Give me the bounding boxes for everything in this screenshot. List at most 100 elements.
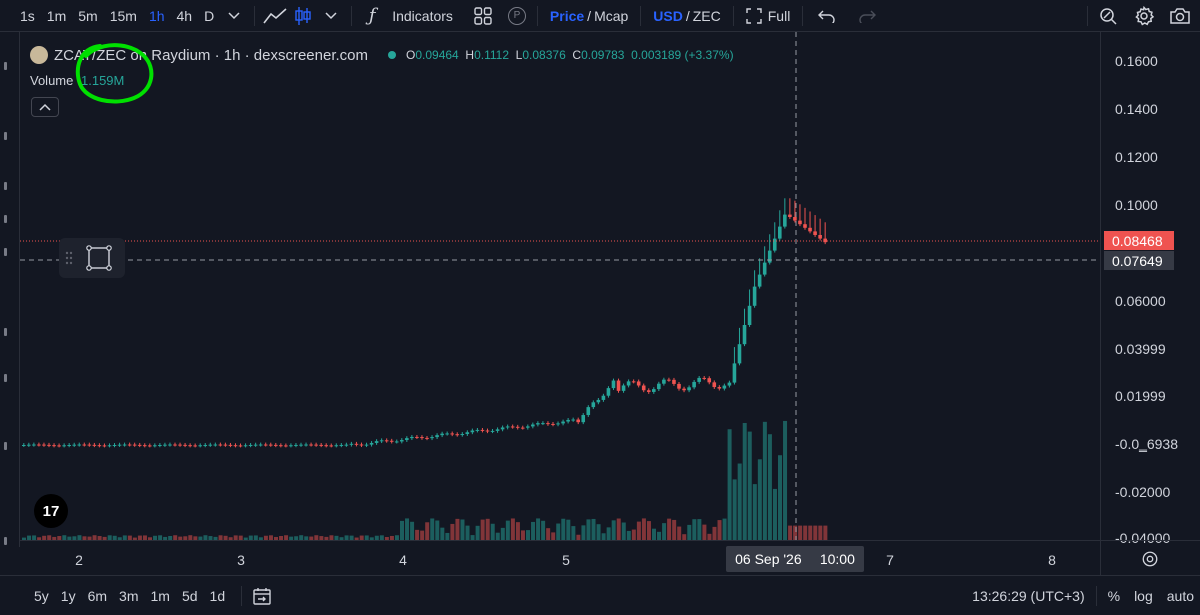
volume-bar: [435, 520, 440, 540]
volume-bar: [248, 535, 253, 540]
zoom-search-icon[interactable]: [1094, 0, 1122, 32]
calendar-range-icon[interactable]: [252, 586, 272, 606]
function-icon[interactable]: ƒ: [368, 5, 376, 26]
undo-icon[interactable]: [813, 0, 841, 32]
axis-settings-icon[interactable]: [1141, 550, 1159, 568]
range-6m[interactable]: 6m: [87, 587, 108, 604]
timeframe-15m[interactable]: 15m: [109, 7, 137, 24]
range-5y[interactable]: 5y: [34, 587, 49, 604]
candle-body: [344, 444, 349, 446]
chart-type-chevron-icon[interactable]: [317, 0, 345, 32]
timeframe-1s[interactable]: 1s: [20, 7, 35, 24]
volume-bar: [425, 522, 430, 540]
price-tick-label: 0.03999: [1115, 341, 1166, 357]
grid-icon[interactable]: [469, 0, 497, 32]
tradingview-logo-icon[interactable]: 17: [34, 494, 68, 528]
candle-body: [662, 379, 666, 384]
chevron-down-icon[interactable]: [220, 0, 248, 32]
mcap-toggle[interactable]: Mcap: [594, 7, 629, 24]
price-axis[interactable]: 0.1600 0.1400 0.1200 0.1000 0.08468 0.07…: [1100, 32, 1200, 546]
candlestick-chart[interactable]: [20, 32, 1100, 540]
strip-handle[interactable]: [4, 537, 7, 545]
usd-toggle[interactable]: USD: [653, 7, 683, 24]
candle-body: [228, 444, 233, 446]
timezone-clock[interactable]: 13:26:29 (UTC+3): [972, 588, 1085, 604]
p-badge-button[interactable]: P: [503, 0, 531, 32]
timeframe-d[interactable]: D: [204, 7, 215, 24]
strip-handle[interactable]: [4, 215, 7, 223]
zec-toggle[interactable]: ZEC: [692, 7, 721, 24]
volume-bar: [319, 536, 324, 540]
strip-handle[interactable]: [4, 182, 7, 190]
chart-pane[interactable]: [20, 32, 1100, 540]
volume-bar: [92, 535, 97, 540]
candle-body: [279, 445, 283, 447]
fullscreen-icon[interactable]: [740, 0, 768, 32]
candle-body: [657, 383, 661, 390]
volume-bar: [132, 537, 137, 540]
indicators-button[interactable]: Indicators: [392, 7, 453, 24]
timeframe-4h[interactable]: 4h: [176, 7, 193, 24]
range-1y[interactable]: 1y: [60, 587, 76, 604]
range-5d[interactable]: 5d: [181, 587, 198, 604]
full-button[interactable]: Full: [767, 7, 791, 24]
price-toggle[interactable]: Price: [549, 7, 585, 24]
volume-bar: [808, 525, 813, 540]
timeframe-1h[interactable]: 1h: [148, 7, 165, 24]
time-axis[interactable]: 2 3 4 5 7 8 06 Sep '26 10:00: [20, 540, 1100, 575]
candle-body: [712, 382, 717, 388]
candle-body: [732, 363, 737, 383]
timeframe-1m[interactable]: 1m: [46, 7, 67, 24]
gear-icon[interactable]: [1130, 0, 1158, 32]
volume-bar: [722, 518, 727, 540]
strip-handle[interactable]: [4, 442, 7, 450]
candle-body: [586, 407, 591, 416]
candle-body: [92, 444, 97, 446]
auto-scale-toggle[interactable]: auto: [1166, 588, 1194, 604]
volume-bar: [767, 434, 772, 540]
volume-bar: [586, 519, 591, 540]
toolbar-divider: [732, 5, 734, 26]
low-label: L: [515, 48, 523, 62]
candle-body: [450, 433, 454, 435]
redo-icon[interactable]: [853, 0, 881, 32]
candle-body: [183, 444, 187, 446]
timeframe-5m[interactable]: 5m: [78, 7, 98, 24]
volume-bar: [62, 535, 67, 540]
legend-collapse-button[interactable]: [31, 97, 59, 117]
candle-body: [27, 444, 31, 446]
strip-handle[interactable]: [4, 62, 7, 70]
drag-grip-icon[interactable]: [59, 238, 79, 278]
candle-body: [561, 421, 565, 424]
candle-body: [551, 423, 555, 425]
left-drawing-strip: [0, 32, 20, 547]
camera-icon[interactable]: [1166, 0, 1194, 32]
strip-handle[interactable]: [4, 374, 7, 382]
candle-body: [112, 444, 117, 446]
candle-body: [667, 379, 671, 381]
symbol-title[interactable]: ZCAT/ZEC on Raydium · 1h · dexscreener.c…: [54, 46, 368, 64]
candles-icon[interactable]: [289, 0, 317, 32]
strip-handle[interactable]: [4, 328, 7, 336]
volume-bar: [304, 536, 309, 540]
strip-handle[interactable]: [4, 132, 7, 140]
percent-scale-toggle[interactable]: %: [1107, 588, 1121, 604]
volume-bar: [667, 518, 672, 540]
volume-bar: [344, 535, 349, 540]
log-scale-toggle[interactable]: log: [1134, 588, 1153, 604]
volume-label[interactable]: Volume: [30, 73, 74, 88]
range-1m[interactable]: 1m: [150, 587, 170, 604]
strip-handle[interactable]: [4, 248, 7, 256]
open-value: 0.09464: [415, 48, 459, 62]
volume-bar: [32, 535, 37, 540]
range-3m[interactable]: 3m: [119, 587, 139, 604]
line-chart-icon[interactable]: [261, 0, 289, 32]
range-1d[interactable]: 1d: [209, 587, 226, 604]
volume-bar: [652, 528, 656, 540]
rectangle-tool-icon[interactable]: [79, 238, 119, 278]
tradingview-logo-text: 17: [42, 502, 60, 520]
volume-bar: [440, 527, 445, 540]
volume-bar: [762, 421, 767, 540]
price-tick-label: 0.1200: [1115, 149, 1158, 165]
candle-body: [707, 378, 712, 383]
